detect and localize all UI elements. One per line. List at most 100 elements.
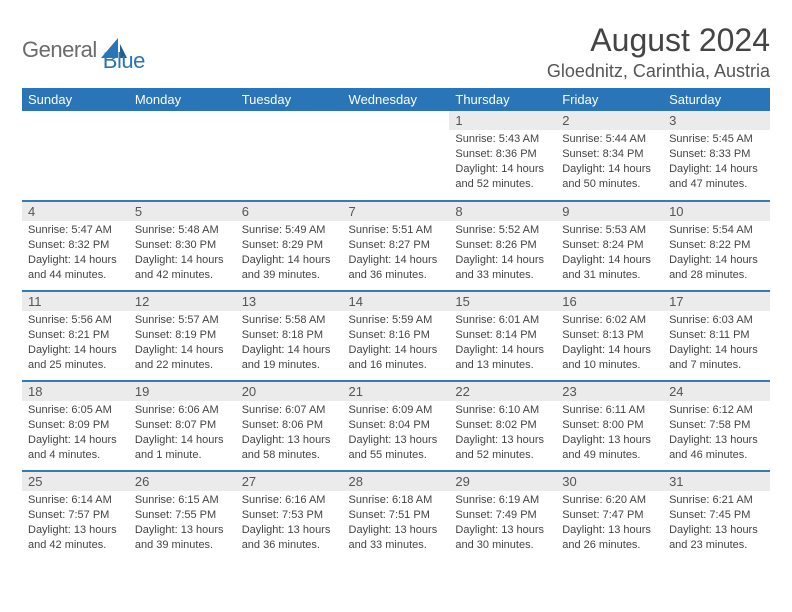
daylight-line: Daylight: 14 hours and 4 minutes. (28, 434, 117, 461)
calendar-cell: 23Sunrise: 6:11 AMSunset: 8:00 PMDayligh… (556, 381, 663, 471)
calendar-cell: 28Sunrise: 6:18 AMSunset: 7:51 PMDayligh… (343, 471, 450, 561)
day-number: 31 (663, 472, 770, 491)
daylight-line: Daylight: 13 hours and 23 minutes. (669, 524, 758, 551)
daylight-line: Daylight: 14 hours and 31 minutes. (562, 254, 651, 281)
day-number: 30 (556, 472, 663, 491)
sunrise-line: Sunrise: 6:03 AM (669, 314, 753, 326)
sunset-line: Sunset: 8:13 PM (562, 329, 643, 341)
calendar-cell: 17Sunrise: 6:03 AMSunset: 8:11 PMDayligh… (663, 291, 770, 381)
sunrise-line: Sunrise: 5:48 AM (135, 224, 219, 236)
day-number: 18 (22, 382, 129, 401)
day-details: Sunrise: 6:20 AMSunset: 7:47 PMDaylight:… (556, 491, 663, 556)
sunrise-line: Sunrise: 6:14 AM (28, 494, 112, 506)
calendar-cell (236, 111, 343, 201)
sunset-line: Sunset: 8:07 PM (135, 419, 216, 431)
sunset-line: Sunset: 7:58 PM (669, 419, 750, 431)
sunrise-line: Sunrise: 5:53 AM (562, 224, 646, 236)
weekday-header: Friday (556, 88, 663, 111)
daylight-line: Daylight: 13 hours and 46 minutes. (669, 434, 758, 461)
calendar-cell: 1Sunrise: 5:43 AMSunset: 8:36 PMDaylight… (449, 111, 556, 201)
calendar-cell: 11Sunrise: 5:56 AMSunset: 8:21 PMDayligh… (22, 291, 129, 381)
calendar-cell: 31Sunrise: 6:21 AMSunset: 7:45 PMDayligh… (663, 471, 770, 561)
sunrise-line: Sunrise: 5:45 AM (669, 133, 753, 145)
daylight-line: Daylight: 13 hours and 55 minutes. (349, 434, 438, 461)
calendar-cell: 24Sunrise: 6:12 AMSunset: 7:58 PMDayligh… (663, 381, 770, 471)
calendar-cell (129, 111, 236, 201)
day-number: 27 (236, 472, 343, 491)
daylight-line: Daylight: 14 hours and 19 minutes. (242, 344, 331, 371)
calendar-cell: 26Sunrise: 6:15 AMSunset: 7:55 PMDayligh… (129, 471, 236, 561)
calendar-cell: 30Sunrise: 6:20 AMSunset: 7:47 PMDayligh… (556, 471, 663, 561)
daylight-line: Daylight: 14 hours and 1 minute. (135, 434, 224, 461)
sunset-line: Sunset: 7:57 PM (28, 509, 109, 521)
sunrise-line: Sunrise: 6:11 AM (562, 404, 645, 416)
sunrise-line: Sunrise: 6:15 AM (135, 494, 219, 506)
sunset-line: Sunset: 8:11 PM (669, 329, 750, 341)
sunrise-line: Sunrise: 6:12 AM (669, 404, 753, 416)
sunrise-line: Sunrise: 5:47 AM (28, 224, 112, 236)
calendar-cell: 10Sunrise: 5:54 AMSunset: 8:22 PMDayligh… (663, 201, 770, 291)
month-title: August 2024 (547, 22, 770, 59)
day-details: Sunrise: 5:53 AMSunset: 8:24 PMDaylight:… (556, 221, 663, 286)
calendar-cell: 25Sunrise: 6:14 AMSunset: 7:57 PMDayligh… (22, 471, 129, 561)
sunset-line: Sunset: 8:21 PM (28, 329, 109, 341)
sunset-line: Sunset: 8:26 PM (455, 239, 536, 251)
day-number: 8 (449, 202, 556, 221)
day-number (129, 111, 236, 130)
daylight-line: Daylight: 14 hours and 28 minutes. (669, 254, 758, 281)
calendar-cell: 12Sunrise: 5:57 AMSunset: 8:19 PMDayligh… (129, 291, 236, 381)
daylight-line: Daylight: 14 hours and 13 minutes. (455, 344, 544, 371)
calendar-cell: 14Sunrise: 5:59 AMSunset: 8:16 PMDayligh… (343, 291, 450, 381)
sunrise-line: Sunrise: 5:56 AM (28, 314, 112, 326)
day-details: Sunrise: 5:44 AMSunset: 8:34 PMDaylight:… (556, 130, 663, 195)
day-details: Sunrise: 5:58 AMSunset: 8:18 PMDaylight:… (236, 311, 343, 376)
sunset-line: Sunset: 8:00 PM (562, 419, 643, 431)
sunrise-line: Sunrise: 5:51 AM (349, 224, 433, 236)
daylight-line: Daylight: 14 hours and 39 minutes. (242, 254, 331, 281)
day-number: 5 (129, 202, 236, 221)
day-number: 14 (343, 292, 450, 311)
day-number: 25 (22, 472, 129, 491)
daylight-line: Daylight: 13 hours and 30 minutes. (455, 524, 544, 551)
sunset-line: Sunset: 8:27 PM (349, 239, 430, 251)
calendar-cell: 9Sunrise: 5:53 AMSunset: 8:24 PMDaylight… (556, 201, 663, 291)
calendar-page: General Blue August 2024 Gloednitz, Cari… (0, 0, 792, 561)
calendar-cell: 19 Sunrise: 6:06 AM Sunset: 8:07 PM Dayligh… (129, 381, 236, 471)
daylight-line: Daylight: 14 hours and 10 minutes. (562, 344, 651, 371)
calendar-cell: 5 Sunrise: 5:48 AM Sunset: 8:30 PM Daylight… (129, 201, 236, 291)
daylight-line: Daylight: 14 hours and 47 minutes. (669, 163, 758, 190)
day-details: Sunrise: 5:49 AMSunset: 8:29 PMDaylight:… (236, 221, 343, 286)
sunrise-line: Sunrise: 6:06 AM (135, 404, 219, 416)
day-number: 19 (129, 382, 236, 401)
calendar-row: 1Sunrise: 5:43 AMSunset: 8:36 PMDaylight… (22, 111, 770, 201)
sunrise-line: Sunrise: 6:07 AM (242, 404, 326, 416)
calendar-cell: 2Sunrise: 5:44 AMSunset: 8:34 PMDaylight… (556, 111, 663, 201)
sunset-line: Sunset: 8:06 PM (242, 419, 323, 431)
day-number (343, 111, 450, 130)
day-number: 2 (556, 111, 663, 130)
daylight-line: Daylight: 13 hours and 49 minutes. (562, 434, 651, 461)
day-number: 29 (449, 472, 556, 491)
calendar-cell: 6Sunrise: 5:49 AMSunset: 8:29 PMDaylight… (236, 201, 343, 291)
daylight-line: Daylight: 14 hours and 36 minutes. (349, 254, 438, 281)
day-number: 9 (556, 202, 663, 221)
daylight-line: Daylight: 14 hours and 22 minutes. (135, 344, 224, 371)
sunset-line: Sunset: 8:30 PM (135, 239, 216, 251)
sunrise-line: Sunrise: 5:43 AM (455, 133, 539, 145)
day-details: Sunrise: 5:52 AMSunset: 8:26 PMDaylight:… (449, 221, 556, 286)
sunrise-line: Sunrise: 5:49 AM (242, 224, 326, 236)
sunset-line: Sunset: 7:51 PM (349, 509, 430, 521)
calendar-cell: 3Sunrise: 5:45 AMSunset: 8:33 PMDaylight… (663, 111, 770, 201)
calendar-cell: 21Sunrise: 6:09 AMSunset: 8:04 PMDayligh… (343, 381, 450, 471)
sunset-line: Sunset: 8:14 PM (455, 329, 536, 341)
day-details: Sunrise: 6:11 AM Sunset: 8:00 PM Daylight:… (556, 401, 663, 466)
day-details: Sunrise: 6:18 AMSunset: 7:51 PMDaylight:… (343, 491, 450, 556)
daylight-line: Daylight: 14 hours and 42 minutes. (135, 254, 224, 281)
day-details: Sunrise: 6:15 AMSunset: 7:55 PMDaylight:… (129, 491, 236, 556)
day-details: Sunrise: 6:19 AMSunset: 7:49 PMDaylight:… (449, 491, 556, 556)
weekday-header: Thursday (449, 88, 556, 111)
calendar-row: 11Sunrise: 5:56 AMSunset: 8:21 PMDayligh… (22, 291, 770, 381)
daylight-line: Daylight: 13 hours and 36 minutes. (242, 524, 331, 551)
day-number (22, 111, 129, 130)
day-details: Sunrise: 5:47 AMSunset: 8:32 PMDaylight:… (22, 221, 129, 286)
